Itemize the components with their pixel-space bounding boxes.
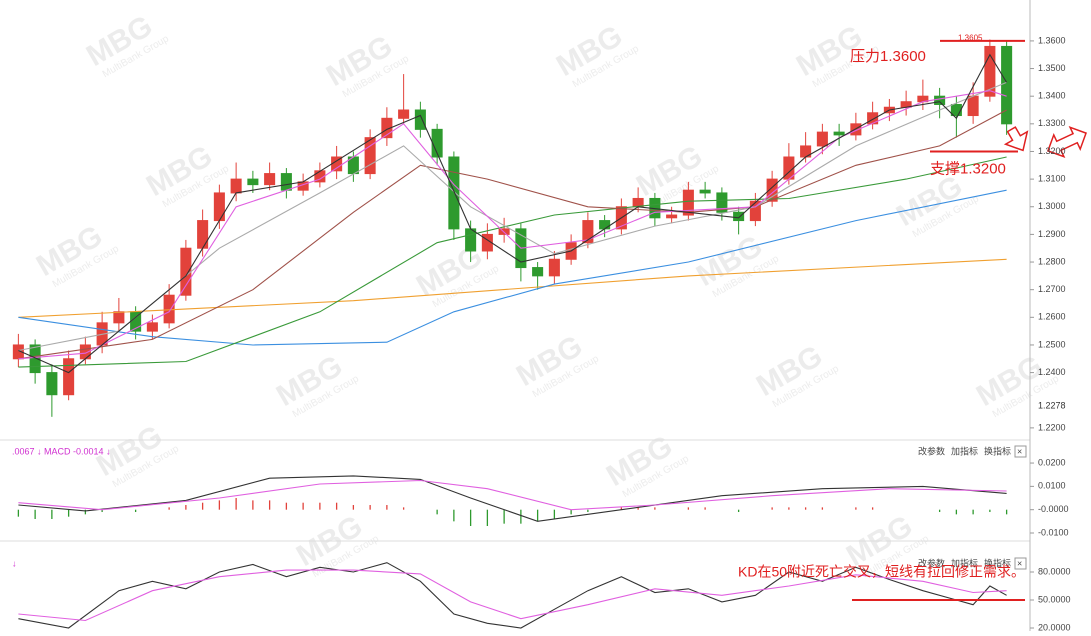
y-tick-label: 0.0100 — [1038, 481, 1066, 491]
series-line — [18, 53, 1008, 374]
y-tick-label: 1.2200 — [1038, 422, 1066, 432]
candle-body — [816, 131, 828, 147]
y-tick-label: 1.2600 — [1038, 312, 1066, 322]
candle-body — [682, 189, 694, 216]
candle-body — [63, 358, 75, 396]
y-tick-label: 1.3200 — [1038, 146, 1066, 156]
candle-body — [950, 103, 962, 117]
candle-body — [146, 322, 158, 332]
candle-body — [699, 189, 711, 194]
candle-body — [599, 220, 611, 230]
candle-body — [364, 137, 376, 175]
button-box — [1014, 557, 1027, 570]
candle-body — [280, 173, 292, 191]
candle-body — [766, 178, 778, 202]
panel-header: ↓ — [12, 558, 17, 568]
candle-body — [381, 117, 393, 139]
y-tick-label: 1.3000 — [1038, 201, 1066, 211]
series-line — [18, 81, 1007, 352]
y-tick-label: 1.3400 — [1038, 91, 1066, 101]
candle-body — [1001, 45, 1013, 125]
y-tick-label: -0.0100 — [1038, 527, 1069, 537]
series-line — [18, 156, 1007, 368]
y-tick-label: 20.0000 — [1038, 622, 1071, 631]
arrow-double — [1047, 125, 1087, 159]
annotation-text: 压力1.3600 — [850, 48, 926, 65]
candle-body — [984, 45, 996, 97]
y-tick-label: 1.3500 — [1038, 63, 1066, 73]
panel-button[interactable]: 改参数 — [918, 557, 945, 568]
panel-header: .0067 ↓ MACD -0.0014 ↓ — [12, 446, 111, 456]
panel-button[interactable]: 改参数 — [918, 445, 945, 456]
candle-body — [197, 220, 209, 249]
candle-body — [833, 131, 845, 136]
candle-body — [163, 294, 175, 324]
panel-button[interactable]: 换指标 — [984, 557, 1011, 568]
candle-body — [548, 258, 560, 277]
series-line — [18, 109, 1007, 360]
candle-body — [180, 247, 192, 296]
arrow-down — [1003, 126, 1029, 152]
candle-body — [716, 192, 728, 213]
candle-body — [264, 173, 276, 186]
candle-body — [666, 214, 678, 219]
y-tick-label: 50.0000 — [1038, 594, 1071, 604]
candle-body — [46, 372, 58, 396]
candle-body — [113, 311, 125, 324]
y-tick-label: 80.0000 — [1038, 566, 1071, 576]
high-marker: 1.3605 — [958, 34, 983, 43]
series-line — [18, 479, 1007, 511]
y-tick-label: 0.0200 — [1038, 457, 1066, 467]
series-line — [18, 475, 1007, 522]
series-line — [18, 569, 1007, 622]
button-box — [1014, 445, 1027, 458]
candle-body — [582, 220, 594, 244]
y-tick-label: 1.2500 — [1038, 339, 1066, 349]
low-marker: 1.2278 — [1038, 401, 1066, 411]
series-line — [18, 562, 1007, 629]
candle-body — [247, 178, 259, 186]
panel-button[interactable]: 加指标 — [951, 445, 978, 456]
candle-body — [12, 344, 24, 360]
y-tick-label: 1.2800 — [1038, 256, 1066, 266]
y-tick-label: 1.2900 — [1038, 229, 1066, 239]
panel-button[interactable]: 换指标 — [984, 445, 1011, 456]
y-tick-label: 1.3100 — [1038, 173, 1066, 183]
candle-body — [230, 178, 242, 194]
y-tick-label: 1.3300 — [1038, 118, 1066, 128]
candle-body — [398, 109, 410, 119]
series-line — [18, 90, 1007, 360]
y-tick-label: 1.2700 — [1038, 284, 1066, 294]
series-line — [18, 189, 1007, 346]
y-tick-label: 1.2400 — [1038, 367, 1066, 377]
panel-button[interactable]: × — [1017, 558, 1022, 568]
candle-body — [465, 228, 477, 252]
candle-body — [29, 344, 41, 374]
y-tick-label: -0.0000 — [1038, 504, 1069, 514]
candle-body — [213, 192, 225, 222]
candle-body — [532, 267, 544, 277]
annotation-text: KD在50附近死亡交叉，短线有拉回修正需求。 — [738, 564, 1025, 580]
candle-body — [967, 95, 979, 117]
series-line — [18, 258, 1007, 318]
annotation-text: 支撑1.3200 — [930, 160, 1006, 177]
candle-body — [733, 211, 745, 222]
y-tick-label: 1.3600 — [1038, 35, 1066, 45]
candle-body — [414, 109, 426, 130]
candle-body — [448, 156, 460, 230]
candle-body — [749, 200, 761, 222]
panel-button[interactable]: × — [1017, 446, 1022, 456]
panel-button[interactable]: 加指标 — [951, 557, 978, 568]
candle-body — [934, 95, 946, 105]
